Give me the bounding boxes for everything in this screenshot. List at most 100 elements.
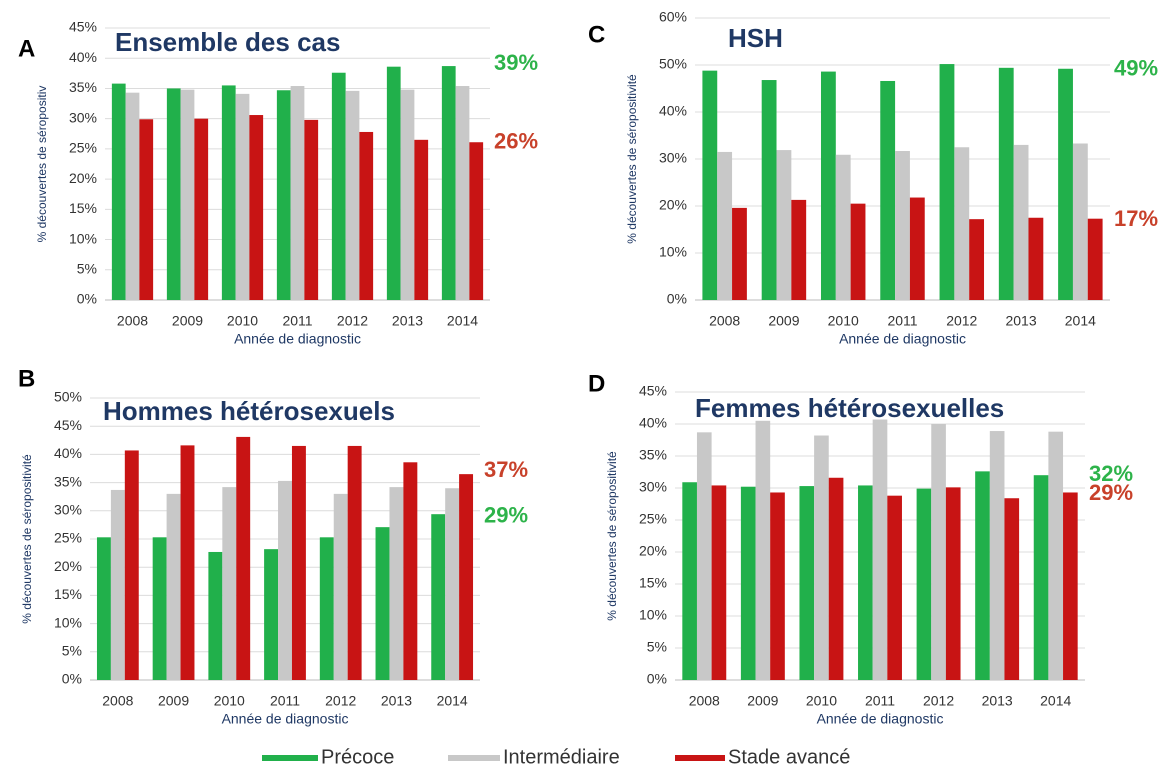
- y-tick-label: 0%: [647, 671, 667, 687]
- y-tick-label: 40%: [69, 49, 97, 65]
- y-tick-label: 45%: [69, 19, 97, 35]
- bar: [276, 90, 291, 300]
- y-tick-label: 0%: [667, 291, 687, 307]
- bar: [835, 154, 851, 300]
- annotation: 39%: [494, 50, 538, 75]
- y-tick-label: 15%: [639, 575, 667, 591]
- bar: [791, 199, 807, 300]
- bar: [375, 527, 390, 680]
- y-tick-label: 25%: [54, 530, 82, 546]
- x-tick-label: 2011: [865, 693, 895, 709]
- x-tick-label: 2010: [227, 313, 258, 329]
- bar: [222, 487, 237, 680]
- chart-title: Hommes hétérosexuels: [103, 396, 395, 426]
- x-tick-label: 2013: [982, 693, 1013, 709]
- x-tick-label: 2014: [447, 313, 478, 329]
- bar: [799, 486, 815, 680]
- y-tick-label: 5%: [62, 643, 82, 659]
- bar: [1048, 431, 1064, 680]
- bar: [770, 492, 785, 680]
- bar: [278, 480, 292, 680]
- bar: [1058, 68, 1073, 300]
- bar: [139, 119, 154, 300]
- x-tick-label: 2009: [747, 693, 778, 709]
- panel-letter: A: [18, 35, 35, 62]
- bar: [1063, 492, 1078, 680]
- bar: [236, 436, 251, 680]
- y-tick-label: 5%: [647, 639, 667, 655]
- x-tick-label: 2014: [1040, 693, 1071, 709]
- x-tick-label: 2008: [117, 313, 148, 329]
- bar: [469, 142, 484, 300]
- bar: [702, 70, 718, 300]
- x-tick-label: 2012: [325, 693, 356, 709]
- x-tick-label: 2008: [709, 313, 740, 329]
- bar: [96, 537, 111, 680]
- y-tick-label: 10%: [54, 614, 82, 630]
- bar: [755, 420, 771, 680]
- x-axis-label: Année de diagnostic: [839, 331, 966, 347]
- chart-title: HSH: [728, 23, 783, 53]
- panel-letter: C: [588, 21, 605, 48]
- y-tick-label: 40%: [639, 415, 667, 431]
- bar: [166, 493, 181, 680]
- bar: [389, 487, 404, 680]
- x-tick-label: 2013: [392, 313, 423, 329]
- y-tick-label: 30%: [659, 150, 687, 166]
- bar: [989, 431, 1005, 680]
- x-tick-label: 2013: [1005, 313, 1036, 329]
- x-tick-label: 2012: [337, 313, 368, 329]
- chart-title: Femmes hétérosexuelles: [695, 393, 1004, 423]
- bar: [682, 482, 697, 680]
- bar: [1033, 475, 1049, 680]
- x-tick-label: 2014: [1065, 313, 1096, 329]
- bar: [858, 485, 873, 680]
- panel-letter: D: [588, 370, 605, 397]
- bar: [761, 80, 777, 300]
- bar: [1072, 143, 1088, 300]
- bar: [125, 92, 140, 300]
- bar: [403, 462, 418, 680]
- bar: [455, 86, 470, 300]
- x-tick-label: 2009: [158, 693, 189, 709]
- y-tick-label: 0%: [62, 671, 82, 687]
- x-tick-label: 2013: [381, 693, 412, 709]
- bar: [441, 66, 456, 300]
- bar: [969, 219, 985, 300]
- y-axis-label: % découvertes de séropositivité: [605, 451, 619, 621]
- bar: [1013, 144, 1029, 300]
- bar: [814, 435, 829, 680]
- x-tick-label: 2011: [270, 693, 300, 709]
- bar: [386, 66, 401, 300]
- bar: [711, 485, 727, 680]
- y-tick-label: 15%: [69, 200, 97, 216]
- x-tick-label: 2011: [887, 313, 917, 329]
- bar: [347, 445, 362, 680]
- bar: [850, 203, 866, 300]
- y-tick-label: 45%: [54, 417, 82, 433]
- y-axis-label: % découvertes de séropositivité: [625, 74, 639, 244]
- y-tick-label: 40%: [659, 103, 687, 119]
- annotation: 37%: [484, 457, 528, 482]
- y-axis-label: % découvertes de séropositiv: [35, 86, 49, 243]
- y-tick-label: 30%: [639, 479, 667, 495]
- bar: [1004, 498, 1020, 680]
- y-tick-label: 60%: [659, 9, 687, 25]
- y-tick-label: 25%: [69, 140, 97, 156]
- x-tick-label: 2008: [689, 693, 720, 709]
- bar: [235, 93, 250, 300]
- y-tick-label: 15%: [54, 586, 82, 602]
- y-tick-label: 20%: [659, 197, 687, 213]
- bar: [828, 477, 844, 680]
- bar: [208, 551, 223, 680]
- bar: [264, 549, 279, 680]
- x-tick-label: 2011: [282, 313, 312, 329]
- bar: [291, 445, 306, 680]
- x-tick-label: 2014: [437, 693, 468, 709]
- y-tick-label: 10%: [639, 607, 667, 623]
- annotation: 49%: [1114, 56, 1158, 81]
- y-tick-label: 35%: [639, 447, 667, 463]
- y-tick-label: 50%: [659, 56, 687, 72]
- bar: [909, 197, 925, 300]
- bar: [459, 474, 474, 680]
